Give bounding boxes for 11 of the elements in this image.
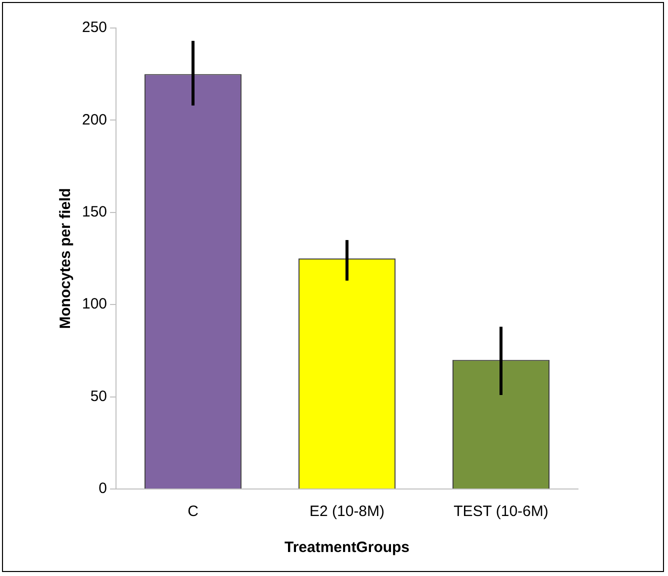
x-tick-label: TEST (10-6M) — [454, 503, 548, 520]
y-tick-label: 50 — [90, 388, 108, 405]
y-tick-label: 150 — [82, 204, 108, 221]
y-tick-label: 0 — [98, 480, 108, 498]
y-tick-label: 200 — [82, 111, 108, 128]
y-tick-label: 100 — [82, 296, 108, 313]
y-axis-title: Monocytes per field — [57, 188, 74, 329]
x-axis-title: TreatmentGroups — [284, 539, 410, 556]
x-tick-label: E2 (10-8M) — [310, 503, 385, 520]
x-tick-label: C — [188, 503, 199, 520]
y-tick-label: 250 — [82, 19, 108, 36]
